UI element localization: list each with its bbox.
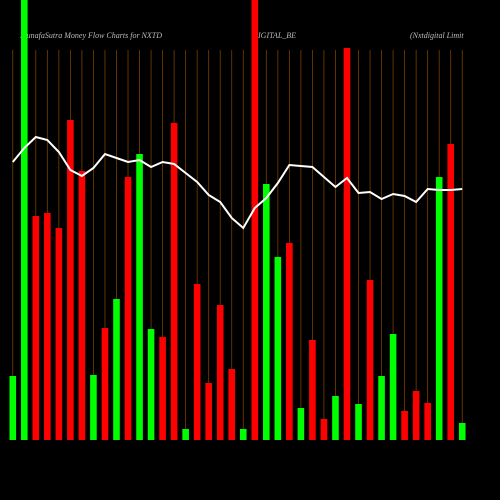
bar bbox=[90, 375, 97, 440]
bar bbox=[251, 0, 259, 440]
bar bbox=[435, 177, 443, 440]
bar bbox=[458, 423, 466, 440]
bar bbox=[101, 328, 109, 440]
bar bbox=[147, 329, 155, 440]
bar bbox=[355, 404, 362, 440]
bar bbox=[159, 337, 166, 440]
bar bbox=[424, 403, 431, 440]
bar bbox=[401, 411, 408, 440]
chart-title: IGITAL_BE bbox=[257, 31, 296, 40]
bar bbox=[193, 284, 201, 440]
bar bbox=[297, 408, 305, 440]
bar bbox=[389, 334, 397, 440]
bar bbox=[216, 305, 224, 440]
bar bbox=[412, 391, 420, 440]
bar bbox=[239, 429, 247, 440]
title-row: MunafaSutra Money Flow Charts for NXTD I… bbox=[19, 31, 464, 40]
bar bbox=[205, 383, 212, 440]
bar bbox=[263, 184, 270, 440]
bar bbox=[286, 243, 293, 440]
bar bbox=[274, 257, 282, 440]
chart-title: MunafaSutra Money Flow Charts for NXTD bbox=[19, 31, 162, 40]
bar bbox=[113, 299, 120, 440]
bar bbox=[366, 280, 374, 440]
bar bbox=[32, 216, 40, 440]
bar bbox=[20, 0, 28, 440]
bar bbox=[309, 340, 316, 440]
bar bbox=[67, 120, 74, 440]
bar bbox=[124, 177, 132, 440]
money-flow-line bbox=[11, 135, 463, 230]
bar bbox=[55, 228, 63, 440]
bar bbox=[44, 213, 51, 440]
bar bbox=[332, 396, 339, 440]
bar bbox=[136, 154, 143, 440]
bar bbox=[320, 419, 328, 440]
bar bbox=[9, 376, 17, 440]
bar bbox=[78, 171, 86, 440]
bar bbox=[447, 144, 455, 440]
bar bbox=[228, 369, 236, 440]
bar bbox=[343, 48, 351, 440]
chart-title: (Nxtdigital Limit bbox=[410, 31, 464, 40]
bar bbox=[378, 376, 385, 440]
bar bbox=[182, 429, 189, 440]
bar bbox=[170, 123, 178, 440]
